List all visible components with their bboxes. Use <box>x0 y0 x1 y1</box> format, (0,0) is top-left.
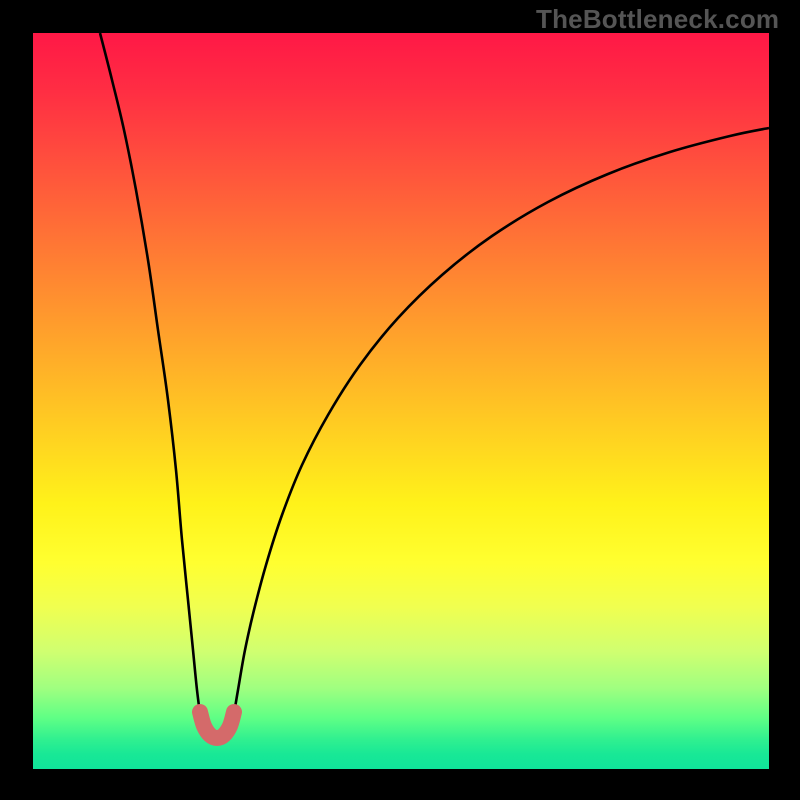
notch-curve <box>200 712 234 738</box>
left-curve <box>100 33 200 714</box>
watermark-text: TheBottleneck.com <box>536 4 779 35</box>
chart-canvas: TheBottleneck.com <box>0 0 800 800</box>
right-curve <box>234 128 769 714</box>
curve-layer <box>0 0 800 800</box>
